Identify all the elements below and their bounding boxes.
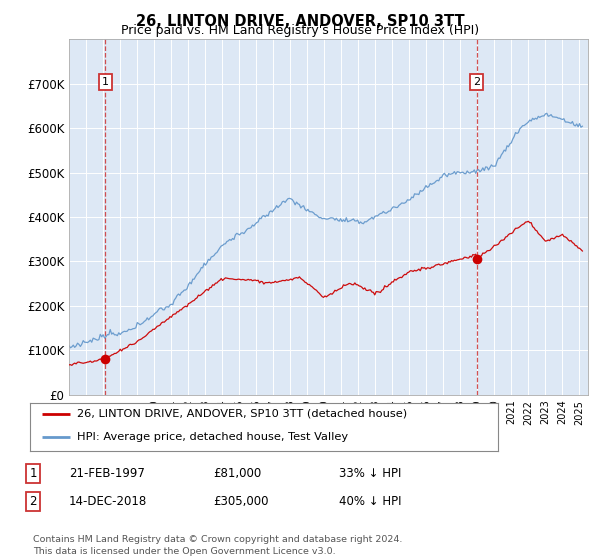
Text: 26, LINTON DRIVE, ANDOVER, SP10 3TT (detached house): 26, LINTON DRIVE, ANDOVER, SP10 3TT (det… [77, 409, 407, 419]
Text: 2: 2 [29, 494, 37, 508]
Text: 26, LINTON DRIVE, ANDOVER, SP10 3TT: 26, LINTON DRIVE, ANDOVER, SP10 3TT [136, 14, 464, 29]
Text: 40% ↓ HPI: 40% ↓ HPI [339, 494, 401, 508]
Text: Price paid vs. HM Land Registry's House Price Index (HPI): Price paid vs. HM Land Registry's House … [121, 24, 479, 37]
Text: 21-FEB-1997: 21-FEB-1997 [69, 466, 145, 480]
Text: 2: 2 [473, 77, 480, 87]
Text: Contains HM Land Registry data © Crown copyright and database right 2024.
This d: Contains HM Land Registry data © Crown c… [33, 535, 403, 556]
Text: 14-DEC-2018: 14-DEC-2018 [69, 494, 147, 508]
Text: 33% ↓ HPI: 33% ↓ HPI [339, 466, 401, 480]
Text: 1: 1 [29, 466, 37, 480]
Text: £305,000: £305,000 [213, 494, 269, 508]
Text: £81,000: £81,000 [213, 466, 261, 480]
Text: 1: 1 [102, 77, 109, 87]
Text: HPI: Average price, detached house, Test Valley: HPI: Average price, detached house, Test… [77, 432, 348, 441]
